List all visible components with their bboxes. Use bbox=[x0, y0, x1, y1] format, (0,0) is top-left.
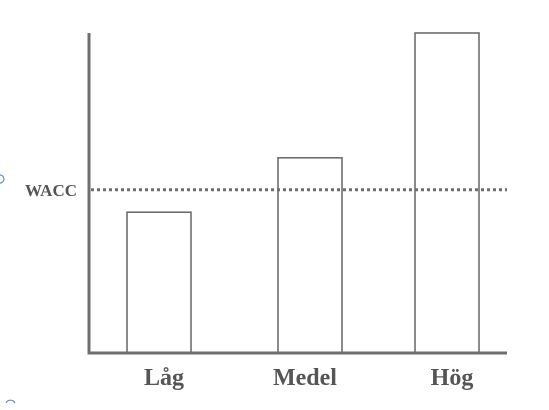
bar-2 bbox=[414, 32, 480, 354]
x-tick-labels: Låg Medel Hög bbox=[144, 365, 473, 391]
edge-marker-bottom bbox=[5, 399, 16, 404]
axes-group bbox=[87, 33, 507, 355]
reference-line-group: WACC bbox=[25, 181, 507, 200]
edge-marker-mid bbox=[0, 174, 5, 184]
bars-group bbox=[126, 32, 480, 354]
x-tick-label-0: Låg bbox=[144, 365, 184, 391]
bar-0 bbox=[126, 211, 192, 354]
edge-markers bbox=[0, 174, 16, 404]
x-tick-label-1: Medel bbox=[273, 365, 337, 391]
x-tick-label-2: Hög bbox=[431, 365, 474, 391]
bar-1 bbox=[277, 157, 343, 354]
wacc-label: WACC bbox=[25, 181, 77, 200]
